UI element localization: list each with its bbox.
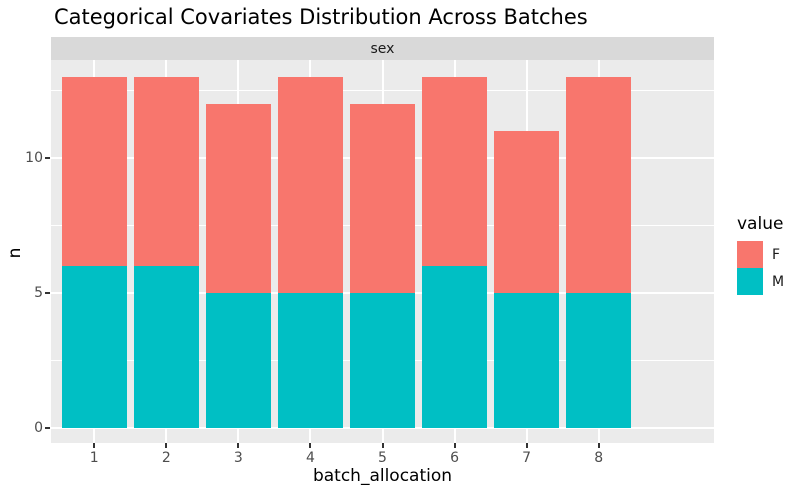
x-tick-label: 1 [89,450,99,466]
x-tick-mark [381,443,384,448]
bar-segment-M [422,266,487,428]
plot-title: Categorical Covariates Distribution Acro… [54,5,588,29]
y-tick-mark [45,292,50,294]
legend-swatch-F [737,241,763,268]
plot-panel [51,60,714,443]
bar-segment-M [61,266,127,428]
x-axis-title: batch_allocation [312,466,453,486]
legend-key-M: M [737,268,784,295]
x-tick-mark [165,443,168,448]
y-tick-label: 5 [34,285,43,301]
facet-strip-label: sex [370,40,395,57]
bar-segment-F [61,77,127,266]
y-tick-mark [45,157,50,159]
x-tick-mark [309,443,312,448]
x-tick-label: 6 [450,450,460,466]
bar-segment-F [422,77,487,266]
x-tick-mark [453,443,456,448]
legend-swatch-M [737,268,763,295]
bar-segment-M [494,293,560,428]
facet-strip: sex [51,37,714,60]
bar-segment-F [566,77,632,293]
legend-label-M: M [772,273,785,290]
legend-key-F: F [737,241,784,268]
y-axis-title: n [5,247,25,259]
x-tick-mark [237,443,240,448]
x-tick-label: 2 [161,450,171,466]
bar-segment-F [278,77,343,293]
bar-segment-M [566,293,632,428]
x-tick-label: 7 [522,450,532,466]
y-tick-label: 0 [34,420,43,436]
bar-segment-M [350,293,415,428]
x-tick-label: 8 [594,450,604,466]
legend-label-F: F [772,246,781,263]
legend-title: value [737,214,784,234]
x-tick-label: 3 [233,450,243,466]
bar-segment-M [205,293,271,428]
x-tick-label: 5 [378,450,387,466]
y-tick-label: 10 [25,150,43,166]
bar-segment-F [133,77,199,266]
y-tick-mark [45,427,50,429]
x-tick-mark [93,443,96,448]
bar-segment-M [133,266,199,428]
bar-segment-F [205,104,271,293]
x-tick-mark [525,443,528,448]
bar-segment-M [278,293,343,428]
x-tick-mark [597,443,600,448]
bar-segment-F [494,131,560,293]
bar-segment-F [350,104,415,293]
x-tick-label: 4 [305,450,315,466]
